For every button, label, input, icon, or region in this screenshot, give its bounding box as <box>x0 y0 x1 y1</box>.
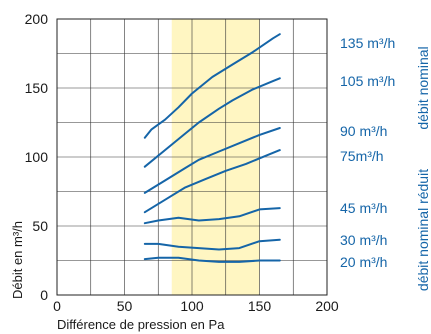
series-line <box>143 33 281 139</box>
x-tick-label: 50 <box>117 298 133 314</box>
series-line <box>143 238 281 251</box>
x-tick-label: 0 <box>53 298 61 314</box>
group-label-reduced: débit nominal réduit <box>415 169 431 291</box>
y-axis-label: Débit en m³/h <box>10 221 25 299</box>
y-tick-label: 100 <box>25 149 49 165</box>
series-label: 45 m³/h <box>340 200 387 216</box>
series-line <box>143 127 281 194</box>
y-tick-label: 0 <box>40 287 48 303</box>
y-tick-label: 50 <box>32 218 48 234</box>
series-line <box>143 207 281 225</box>
series-label: 30 m³/h <box>340 232 387 248</box>
series-line <box>143 77 281 168</box>
x-tick-label: 200 <box>315 298 339 314</box>
series-line <box>143 149 281 214</box>
x-tick-label: 150 <box>248 298 272 314</box>
series-label: 75m³/h <box>340 148 384 164</box>
x-axis-label: Différence de pression en Pa <box>57 317 225 332</box>
series-label: 135 m³/h <box>340 35 395 51</box>
series-label: 20 m³/h <box>340 254 387 270</box>
series-lines <box>143 33 281 263</box>
y-tick-label: 150 <box>25 80 49 96</box>
plot-frame <box>56 18 328 296</box>
x-tick-label: 100 <box>180 298 204 314</box>
grid <box>56 18 328 296</box>
series-labels: 135 m³/h 105 m³/h 90 m³/h 75m³/h 45 m³/h 30 m… <box>340 35 395 270</box>
tick-labels: 0 50 100 150 200 0 50 100 150 200 <box>25 11 339 314</box>
series-label: 105 m³/h <box>340 73 395 89</box>
series-line <box>143 256 281 263</box>
series-label: 90 m³/h <box>340 123 387 139</box>
group-label-nominal: débit nominal <box>415 46 431 129</box>
y-tick-label: 200 <box>25 11 49 27</box>
